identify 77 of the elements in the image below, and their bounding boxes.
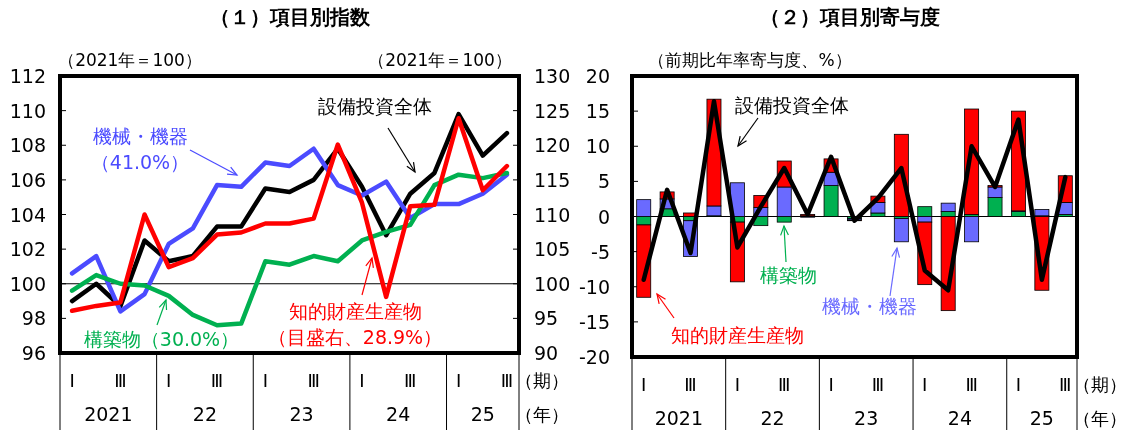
annotation: （30.0%）: [140, 328, 240, 350]
y-tick-label: -20: [578, 346, 610, 368]
series-label: 設備投資全体: [735, 94, 849, 116]
series-label: 設備投資全体: [318, 95, 432, 117]
y-tick-label: 106: [9, 168, 46, 191]
y-tick-label: 102: [9, 238, 46, 261]
text: 25: [1029, 407, 1054, 429]
x-tick-label: Ⅰ: [828, 374, 834, 395]
text: （年）: [515, 404, 569, 425]
text: 22: [760, 407, 785, 429]
y-tick-label: 10: [585, 135, 610, 158]
y-tick-label: 108: [9, 134, 46, 157]
text: 2021: [84, 403, 133, 425]
x-tick-label: Ⅲ: [307, 370, 320, 391]
y2-tick-label: 120: [534, 134, 571, 157]
x-axis-title: （期）: [1073, 374, 1127, 395]
x-tick-label: Ⅰ: [1015, 374, 1022, 395]
x-tick-label: Ⅲ: [778, 374, 791, 395]
x-tick-label: Ⅰ: [922, 374, 928, 395]
x-tick-label: Ⅲ: [500, 370, 514, 391]
y2-tick-label: 125: [534, 99, 571, 122]
x-tick-label: Ⅰ: [359, 370, 365, 391]
x-tick-label: Ⅲ: [1059, 374, 1072, 395]
y-axis-title: （2021年＝100）: [58, 50, 202, 70]
x-tick-label: Ⅰ: [262, 370, 268, 391]
text: 構築物: [83, 328, 141, 350]
y2-tick-label: 95: [534, 307, 559, 330]
y-tick-label: 20: [585, 65, 610, 87]
y-tick-label: 112: [9, 65, 46, 87]
text: 22: [192, 403, 218, 425]
chart-title: （２）項目別寄与度: [760, 5, 940, 29]
y-tick-label: -10: [578, 275, 610, 298]
y2-tick-label: 110: [534, 203, 571, 226]
legend-label: 知的財産生産物: [670, 324, 804, 346]
text: 24: [947, 407, 972, 429]
y-tick-label: -15: [578, 310, 610, 333]
x-axis-title: （期）: [515, 370, 569, 391]
x-tick-label: Ⅰ: [166, 370, 172, 391]
x-tick-label: Ⅲ: [404, 370, 417, 391]
x-tick-label: Ⅲ: [684, 374, 697, 395]
x-tick-label: Ⅲ: [871, 374, 885, 395]
y-tick-label: -5: [591, 240, 610, 263]
y-axis-title: （前期比年率寄与度、%）: [648, 50, 852, 70]
text: 25: [470, 403, 495, 425]
y2-tick-label: 90: [534, 342, 559, 364]
annotation: （41.0%）: [90, 151, 190, 173]
chart-title: （１）項目別指数: [210, 5, 371, 29]
x-tick-label: Ⅰ: [455, 370, 462, 391]
y2-tick-label: 105: [534, 238, 571, 261]
y-tick-label: 0: [597, 205, 610, 228]
text: （年）: [1073, 408, 1127, 429]
y2-tick-label: 115: [534, 168, 571, 191]
y2-tick-label: 100: [534, 272, 571, 295]
x-tick-label: Ⅲ: [210, 370, 224, 391]
y-tick-label: 98: [21, 307, 46, 330]
x-tick-label: Ⅲ: [114, 370, 127, 391]
text: 23: [289, 403, 314, 425]
y-tick-label: 110: [9, 99, 46, 122]
x-tick-label: Ⅰ: [641, 374, 647, 395]
y-tick-label: 104: [9, 203, 46, 226]
x-tick-label: Ⅰ: [69, 370, 75, 391]
y-tick-label: 5: [597, 170, 610, 193]
text: 23: [854, 407, 879, 429]
x-tick-label: Ⅲ: [965, 374, 978, 395]
annotation: （目盛右、28.9%）: [267, 326, 443, 348]
y2-tick-label: 130: [534, 65, 571, 87]
y-tick-label: 15: [585, 100, 610, 123]
text: 機械・機器: [92, 125, 188, 147]
y-tick-label: 100: [9, 272, 46, 295]
text: 2021: [654, 407, 704, 429]
legend-label: 知的財産生産物: [288, 300, 422, 322]
y2-axis-title: （2021年＝100）: [368, 50, 512, 70]
x-tick-label: Ⅰ: [734, 374, 741, 395]
text: 機械・機器: [821, 295, 917, 317]
y-tick-label: 96: [21, 342, 46, 364]
text: 24: [386, 403, 411, 425]
legend-label: 構築物: [759, 264, 817, 286]
